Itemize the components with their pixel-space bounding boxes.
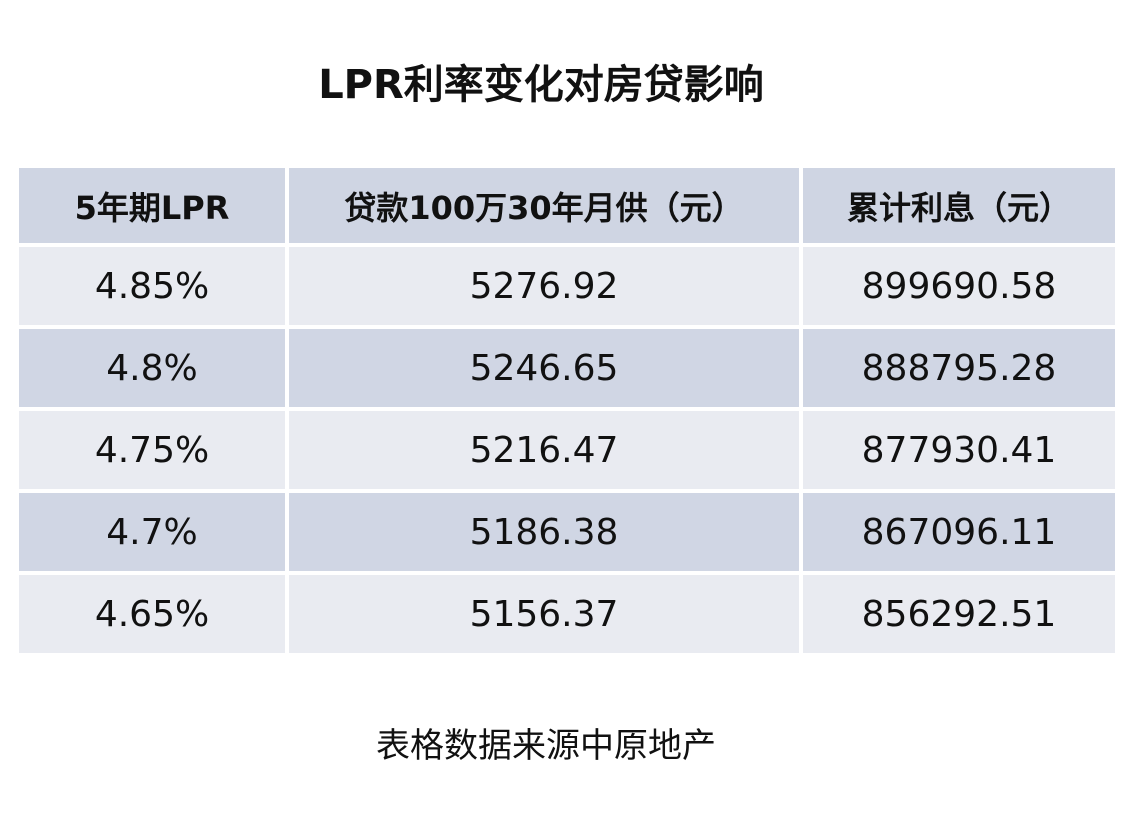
header-monthly-payment: 贷款100万30年月供（元）: [289, 168, 799, 243]
table-header-row: 5年期LPR 贷款100万30年月供（元） 累计利息（元）: [19, 168, 1115, 243]
lpr-table: 5年期LPR 贷款100万30年月供（元） 累计利息（元） 4.85% 5276…: [15, 164, 1119, 657]
cell-monthly-payment: 5216.47: [289, 411, 799, 489]
table-row: 4.8% 5246.65 888795.28: [19, 329, 1115, 407]
table-row: 4.65% 5156.37 856292.51: [19, 575, 1115, 653]
cell-total-interest: 867096.11: [803, 493, 1115, 571]
cell-lpr: 4.65%: [19, 575, 285, 653]
cell-monthly-payment: 5246.65: [289, 329, 799, 407]
cell-monthly-payment: 5156.37: [289, 575, 799, 653]
table-row: 4.75% 5216.47 877930.41: [19, 411, 1115, 489]
cell-monthly-payment: 5276.92: [289, 247, 799, 325]
cell-total-interest: 888795.28: [803, 329, 1115, 407]
cell-lpr: 4.75%: [19, 411, 285, 489]
cell-total-interest: 856292.51: [803, 575, 1115, 653]
lpr-table-container: 5年期LPR 贷款100万30年月供（元） 累计利息（元） 4.85% 5276…: [19, 168, 1115, 653]
cell-total-interest: 877930.41: [803, 411, 1115, 489]
cell-lpr: 4.85%: [19, 247, 285, 325]
cell-lpr: 4.7%: [19, 493, 285, 571]
page-title: LPR利率变化对房贷影响: [318, 62, 764, 108]
table-row: 4.7% 5186.38 867096.11: [19, 493, 1115, 571]
cell-monthly-payment: 5186.38: [289, 493, 799, 571]
cell-total-interest: 899690.58: [803, 247, 1115, 325]
table-row: 4.85% 5276.92 899690.58: [19, 247, 1115, 325]
header-total-interest: 累计利息（元）: [803, 168, 1115, 243]
data-source-note: 表格数据来源中原地产: [376, 726, 716, 766]
header-lpr: 5年期LPR: [19, 168, 285, 243]
cell-lpr: 4.8%: [19, 329, 285, 407]
